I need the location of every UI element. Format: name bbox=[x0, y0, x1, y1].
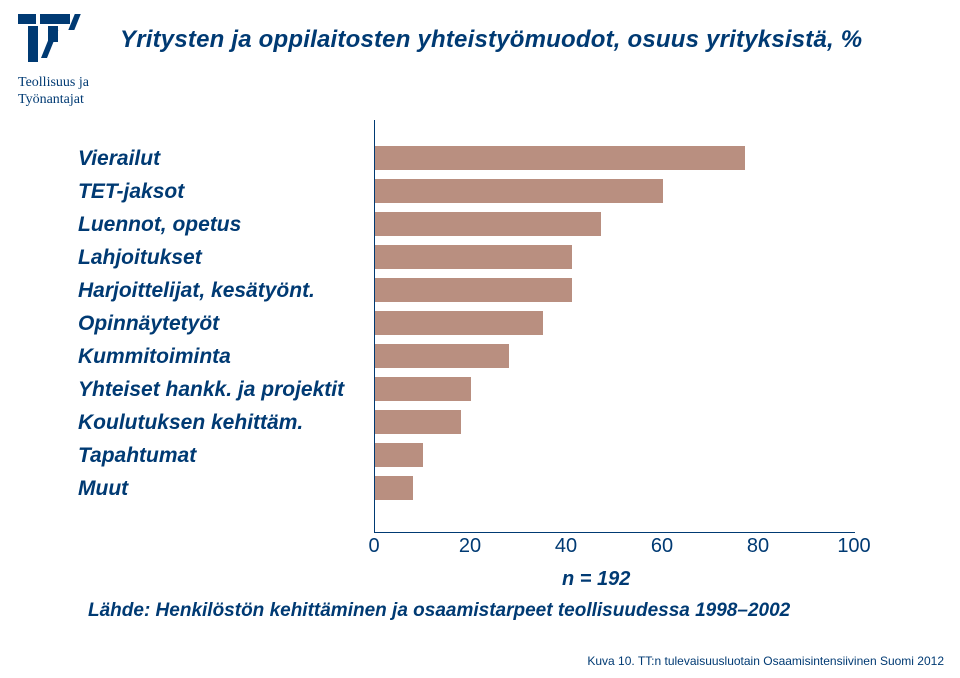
x-tick: 0 bbox=[368, 535, 379, 558]
cat-label: Koulutuksen kehittäm. bbox=[78, 406, 378, 439]
cat-label: Lahjoitukset bbox=[78, 241, 378, 274]
bar bbox=[375, 278, 572, 302]
bar bbox=[375, 179, 663, 203]
cat-label: Muut bbox=[78, 472, 378, 505]
bar bbox=[375, 377, 471, 401]
x-tick: 40 bbox=[555, 535, 577, 558]
bar-chart bbox=[374, 120, 855, 533]
cat-label: Harjoittelijat, kesätyönt. bbox=[78, 274, 378, 307]
x-tick: 80 bbox=[747, 535, 769, 558]
brand-logo: Teollisuus ja Työnantajat bbox=[18, 6, 128, 116]
cat-label: Yhteiset hankk. ja projektit bbox=[78, 373, 378, 406]
brand-line2: Työnantajat bbox=[18, 92, 84, 107]
cat-label: Kummitoiminta bbox=[78, 340, 378, 373]
sample-size: n = 192 bbox=[562, 568, 630, 591]
bar bbox=[375, 476, 413, 500]
figure-caption: Kuva 10. TT:n tulevaisuusluotain Osaamis… bbox=[587, 654, 944, 668]
x-tick: 100 bbox=[837, 535, 870, 558]
category-labels: Vierailut TET-jaksot Luennot, opetus Lah… bbox=[78, 142, 378, 505]
brand-line1: Teollisuus ja bbox=[18, 75, 90, 90]
logo-mark-icon: Teollisuus ja Työnantajat bbox=[18, 6, 128, 111]
bar bbox=[375, 146, 745, 170]
bar bbox=[375, 212, 601, 236]
bar bbox=[375, 311, 543, 335]
source-line: Lähde: Henkilöstön kehittäminen ja osaam… bbox=[88, 600, 790, 622]
x-tick: 20 bbox=[459, 535, 481, 558]
bar bbox=[375, 344, 509, 368]
bar bbox=[375, 443, 423, 467]
bar bbox=[375, 410, 461, 434]
x-tick: 60 bbox=[651, 535, 673, 558]
bar bbox=[375, 245, 572, 269]
cat-label: Luennot, opetus bbox=[78, 208, 378, 241]
cat-label: Opinnäytetyöt bbox=[78, 307, 378, 340]
page-title: Yritysten ja oppilaitosten yhteistyömuod… bbox=[120, 26, 862, 54]
cat-label: Vierailut bbox=[78, 142, 378, 175]
cat-label: Tapahtumat bbox=[78, 439, 378, 472]
cat-label: TET-jaksot bbox=[78, 175, 378, 208]
